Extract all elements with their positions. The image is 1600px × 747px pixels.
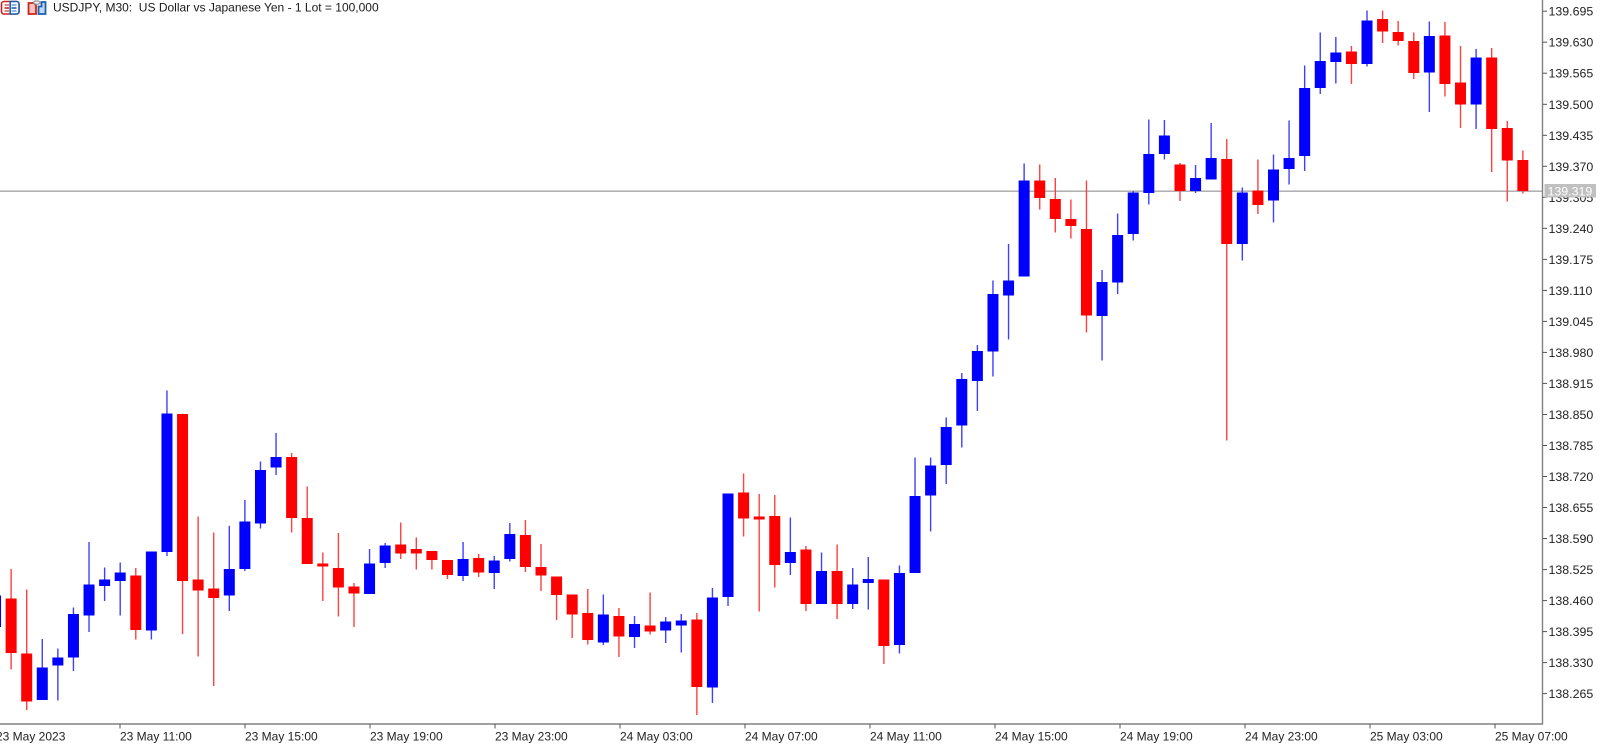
svg-text:139.370: 139.370 — [1549, 160, 1594, 174]
svg-text:139.240: 139.240 — [1549, 222, 1594, 236]
svg-text:23 May 11:00: 23 May 11:00 — [120, 730, 192, 744]
svg-text:139.695: 139.695 — [1549, 5, 1594, 19]
svg-text:25 May 07:00: 25 May 07:00 — [1495, 730, 1568, 744]
svg-text:23 May 23:00: 23 May 23:00 — [495, 730, 568, 744]
svg-text:139.110: 139.110 — [1549, 284, 1593, 298]
svg-text:138.720: 138.720 — [1549, 470, 1594, 484]
svg-text:24 May 11:00: 24 May 11:00 — [870, 730, 942, 744]
svg-text:138.395: 138.395 — [1549, 625, 1594, 639]
svg-text:24 May 19:00: 24 May 19:00 — [1120, 730, 1193, 744]
svg-text:138.655: 138.655 — [1549, 501, 1594, 515]
svg-text:139.435: 139.435 — [1549, 129, 1594, 143]
svg-text:139.045: 139.045 — [1549, 315, 1594, 329]
svg-text:139.630: 139.630 — [1549, 36, 1594, 50]
svg-text:138.785: 138.785 — [1549, 439, 1594, 453]
svg-text:138.265: 138.265 — [1549, 687, 1594, 701]
svg-text:24 May 23:00: 24 May 23:00 — [1245, 730, 1318, 744]
svg-text:23 May 2023: 23 May 2023 — [0, 730, 66, 744]
svg-text:25 May 03:00: 25 May 03:00 — [1370, 730, 1443, 744]
svg-text:23 May 15:00: 23 May 15:00 — [245, 730, 318, 744]
svg-text:138.915: 138.915 — [1549, 377, 1594, 391]
svg-text:138.980: 138.980 — [1549, 346, 1594, 360]
svg-text:138.525: 138.525 — [1549, 563, 1594, 577]
svg-text:24 May 03:00: 24 May 03:00 — [620, 730, 693, 744]
svg-text:139.500: 139.500 — [1549, 98, 1594, 112]
svg-text:138.460: 138.460 — [1549, 594, 1594, 608]
svg-text:24 May 15:00: 24 May 15:00 — [995, 730, 1068, 744]
svg-text:USDJPY, M30: US Dollar vs Jap: USDJPY, M30: US Dollar vs Japanese Yen -… — [53, 1, 379, 15]
svg-text:138.330: 138.330 — [1549, 656, 1594, 670]
svg-text:23 May 19:00: 23 May 19:00 — [370, 730, 443, 744]
svg-text:138.850: 138.850 — [1549, 408, 1594, 422]
svg-text:24 May 07:00: 24 May 07:00 — [745, 730, 818, 744]
svg-text:139.319: 139.319 — [1548, 185, 1593, 199]
svg-text:139.175: 139.175 — [1549, 253, 1594, 267]
svg-text:138.590: 138.590 — [1549, 532, 1594, 546]
svg-text:139.565: 139.565 — [1549, 67, 1594, 81]
